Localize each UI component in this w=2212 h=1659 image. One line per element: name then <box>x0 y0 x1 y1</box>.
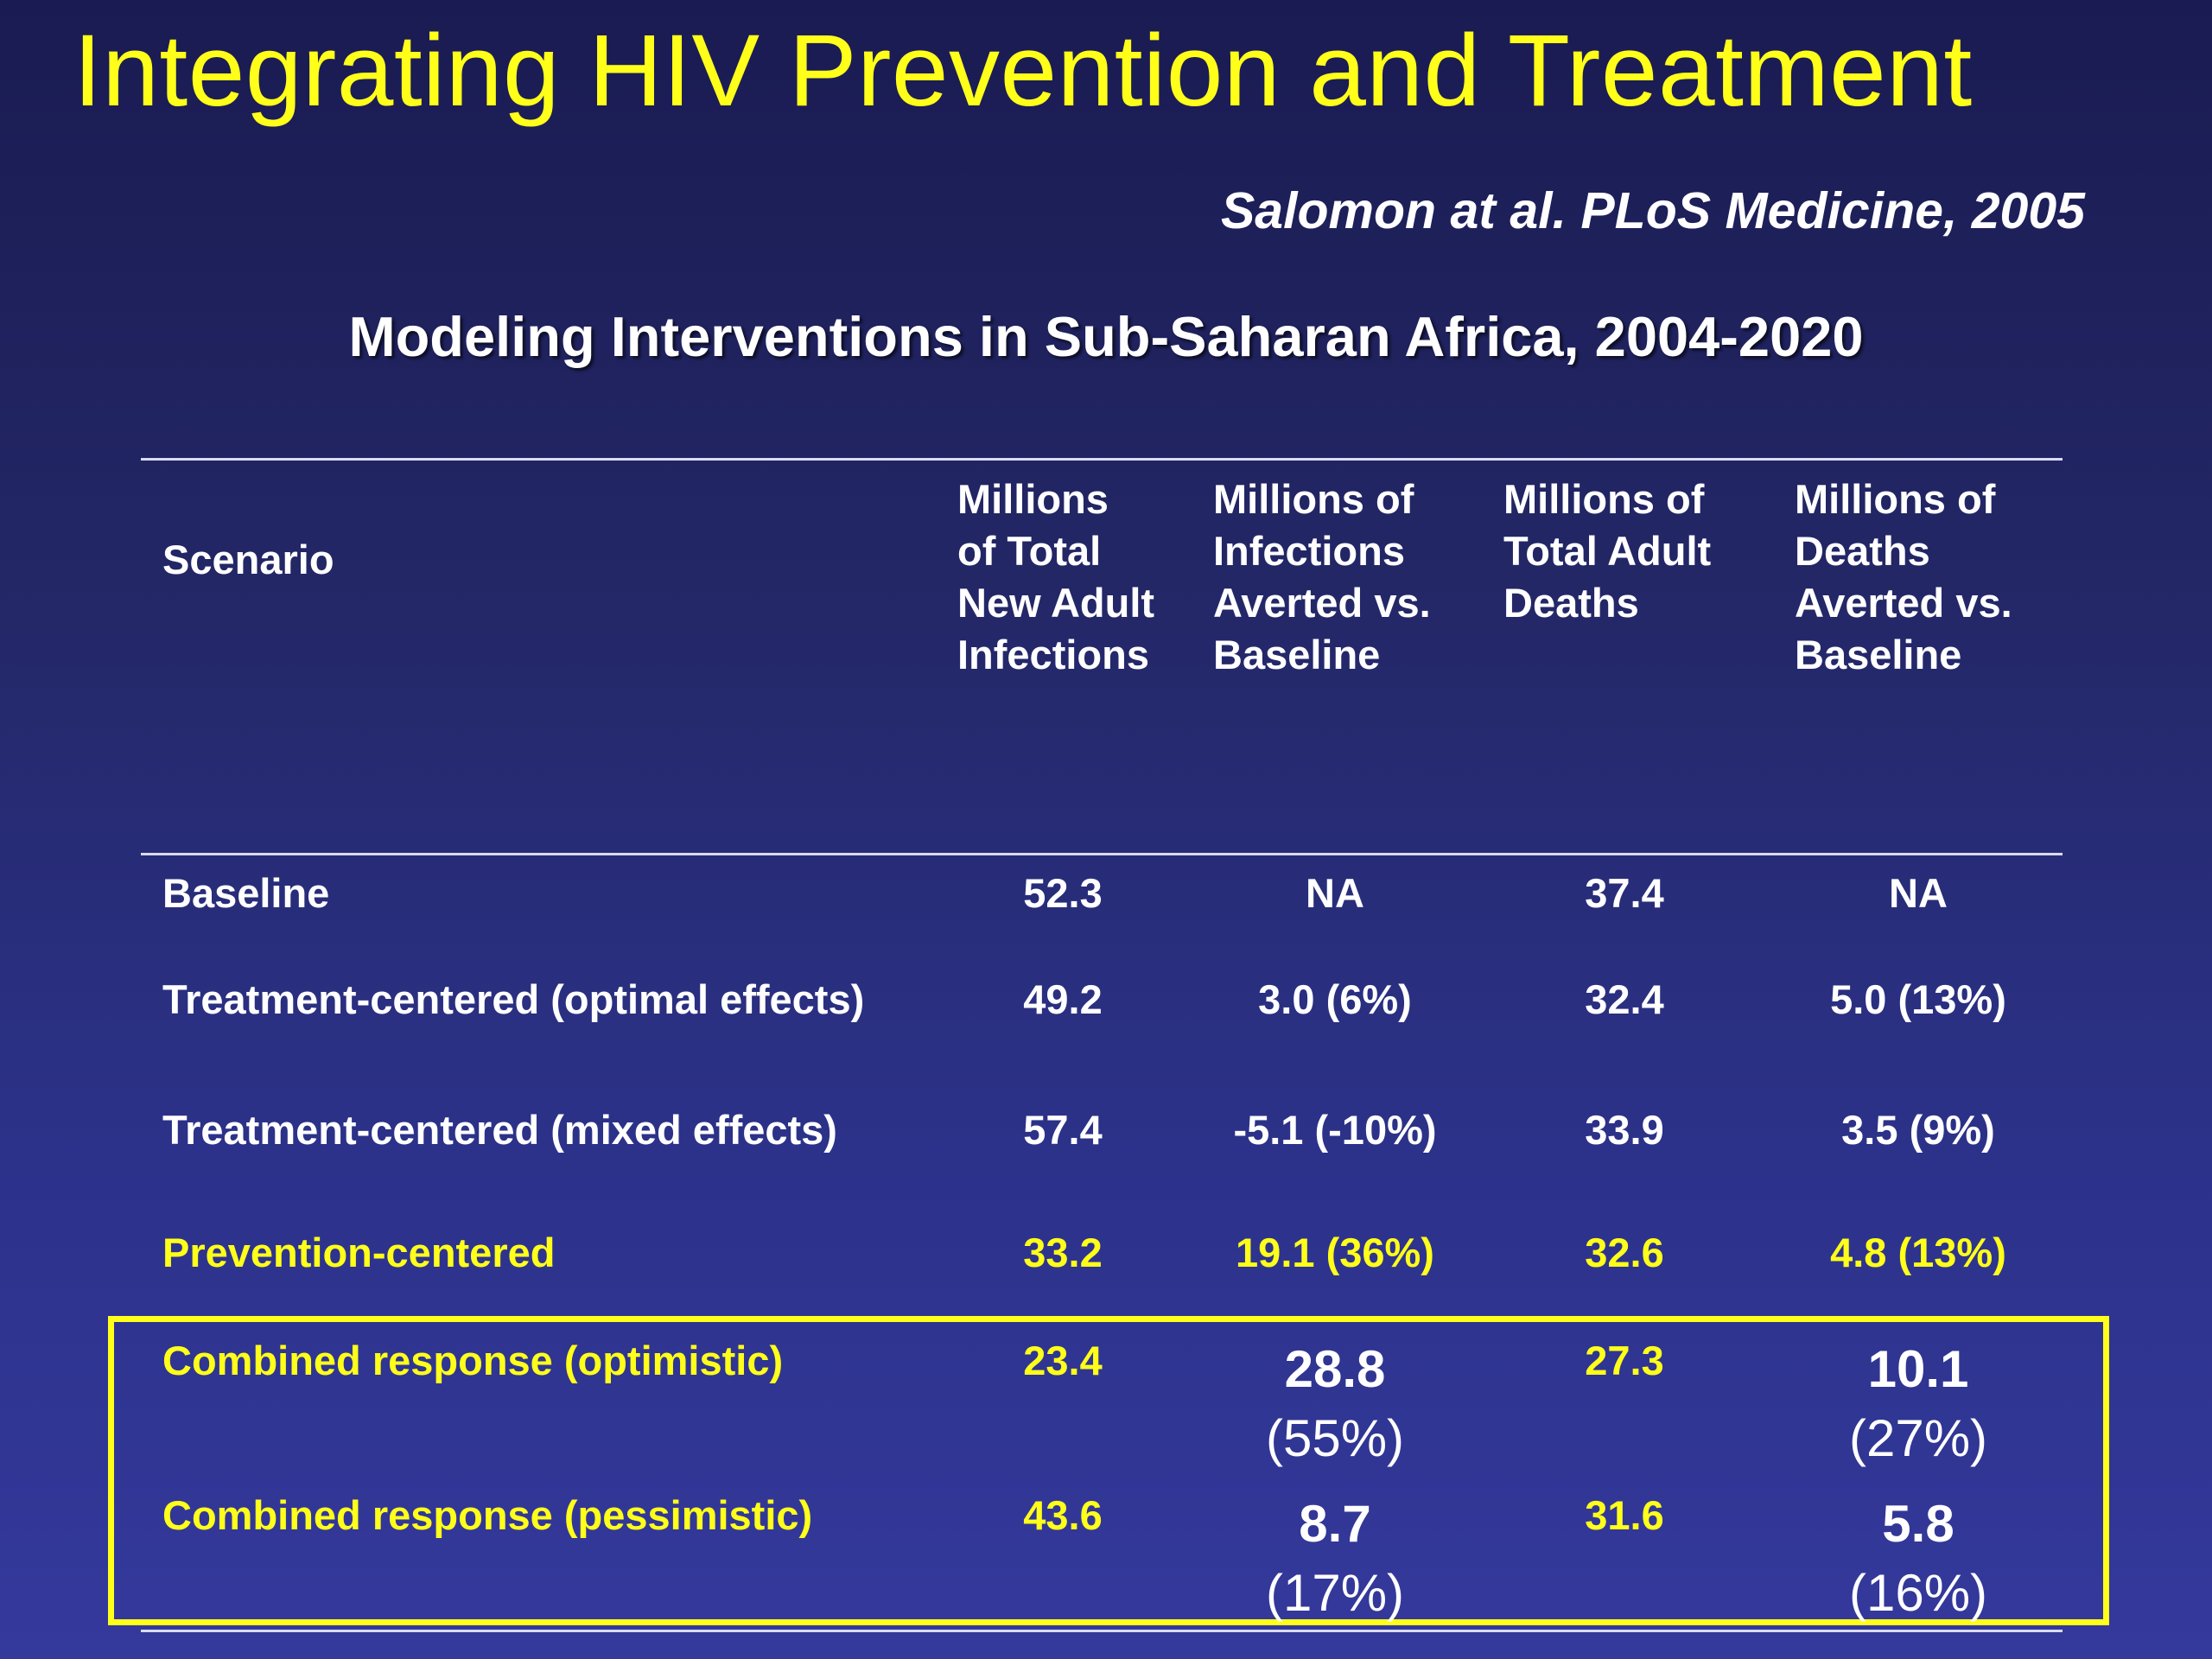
header-line: Deaths <box>1795 528 1930 574</box>
row-combined-optimistic-deaths-averted: 10.1 (27%) <box>1789 1335 2048 1473</box>
header-line: Millions of <box>1795 476 1996 522</box>
row-combined-optimistic-infections-averted: 28.8 (55%) <box>1205 1335 1465 1473</box>
row-prevention-deaths-averted: 4.8 (13%) <box>1830 1230 2006 1275</box>
header-new-infections: Millions of Total New Adult Infections <box>957 474 1154 681</box>
header-infections-averted: Millions of Infections Averted vs. Basel… <box>1213 474 1431 681</box>
row-baseline-new-infections: 52.3 <box>1023 870 1103 916</box>
row-prevention-adult-deaths: 32.6 <box>1585 1230 1664 1275</box>
row-treatment-mixed-adult-deaths: 33.9 <box>1585 1107 1664 1153</box>
header-line: Millions <box>957 476 1109 522</box>
header-line: Infections <box>957 632 1149 677</box>
value-line: 5.8 <box>1882 1495 1955 1553</box>
header-line: Baseline <box>1213 632 1381 677</box>
row-combined-optimistic-new-infections: 23.4 <box>1023 1338 1103 1383</box>
header-line: Millions of <box>1213 476 1414 522</box>
row-combined-pessimistic-scenario: Combined response (pessimistic) <box>162 1492 813 1538</box>
header-line: Deaths <box>1503 580 1639 626</box>
row-treatment-optimal-adult-deaths: 32.4 <box>1585 976 1664 1022</box>
row-treatment-mixed-new-infections: 57.4 <box>1023 1107 1103 1153</box>
combined-response-highlight-box <box>108 1316 2109 1625</box>
row-combined-pessimistic-infections-averted: 8.7 (17%) <box>1205 1490 1465 1628</box>
row-treatment-optimal-scenario: Treatment-centered (optimal effects) <box>162 976 865 1022</box>
percent-line: (16%) <box>1848 1564 1988 1622</box>
header-line: Total Adult <box>1503 528 1712 574</box>
row-combined-pessimistic-new-infections: 43.6 <box>1023 1492 1103 1538</box>
row-prevention-new-infections: 33.2 <box>1023 1230 1103 1275</box>
row-treatment-optimal-deaths-averted: 5.0 (13%) <box>1830 976 2006 1022</box>
value-line: 10.1 <box>1867 1340 1969 1398</box>
table-top-rule <box>141 458 2063 461</box>
row-prevention-infections-averted: 19.1 (36%) <box>1236 1230 1434 1275</box>
value-line: 8.7 <box>1299 1495 1371 1553</box>
value-line: 28.8 <box>1284 1340 1386 1398</box>
percent-line: (55%) <box>1265 1409 1405 1467</box>
row-prevention-scenario: Prevention-centered <box>162 1230 556 1275</box>
row-treatment-mixed-infections-averted: -5.1 (-10%) <box>1233 1107 1437 1153</box>
table-header-rule <box>141 853 2063 855</box>
row-treatment-optimal-infections-averted: 3.0 (6%) <box>1258 976 1412 1022</box>
percent-line: (17%) <box>1265 1564 1405 1622</box>
header-line: Baseline <box>1795 632 1962 677</box>
row-combined-optimistic-scenario: Combined response (optimistic) <box>162 1338 784 1383</box>
row-combined-optimistic-adult-deaths: 27.3 <box>1585 1338 1664 1383</box>
percent-line: (27%) <box>1848 1409 1988 1467</box>
row-treatment-mixed-scenario: Treatment-centered (mixed effects) <box>162 1107 837 1153</box>
table-bottom-rule <box>141 1630 2063 1632</box>
row-treatment-optimal-new-infections: 49.2 <box>1023 976 1103 1022</box>
row-baseline-deaths-averted: NA <box>1889 870 1948 916</box>
row-treatment-mixed-deaths-averted: 3.5 (9%) <box>1841 1107 1995 1153</box>
header-adult-deaths: Millions of Total Adult Deaths <box>1503 474 1711 629</box>
header-line: Millions of <box>1503 476 1705 522</box>
header-line: Averted vs. <box>1795 580 2012 626</box>
header-scenario: Scenario <box>162 537 334 582</box>
slide-title: Integrating HIV Prevention and Treatment <box>73 14 1973 128</box>
header-line: of Total <box>957 528 1102 574</box>
row-baseline-scenario: Baseline <box>162 870 330 916</box>
header-deaths-averted: Millions of Deaths Averted vs. Baseline <box>1795 474 2012 681</box>
row-baseline-adult-deaths: 37.4 <box>1585 870 1664 916</box>
row-combined-pessimistic-deaths-averted: 5.8 (16%) <box>1789 1490 2048 1628</box>
header-line: New Adult <box>957 580 1155 626</box>
table-subtitle: Modeling Interventions in Sub-Saharan Af… <box>348 305 1864 368</box>
row-combined-pessimistic-adult-deaths: 31.6 <box>1585 1492 1664 1538</box>
header-line: Infections <box>1213 528 1405 574</box>
row-baseline-infections-averted: NA <box>1306 870 1364 916</box>
citation: Salomon at al. PLoS Medicine, 2005 <box>1220 182 2085 239</box>
header-line: Averted vs. <box>1213 580 1431 626</box>
